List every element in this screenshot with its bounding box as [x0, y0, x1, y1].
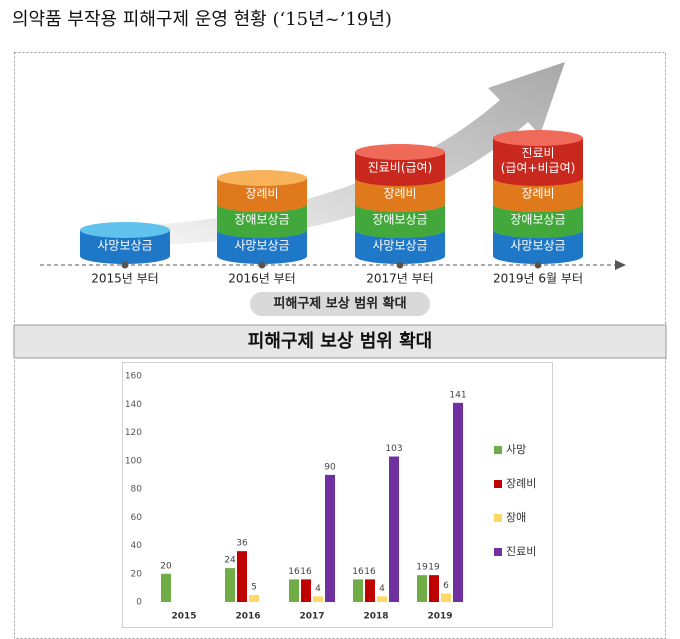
timeline-dot [121, 261, 129, 269]
timeline-label: 2019년 6월 부터 [493, 272, 583, 286]
data-label: 90 [324, 462, 336, 472]
layer-label: 장례비 [245, 187, 278, 201]
x-tick-label: 2015 [171, 612, 196, 622]
legend-label: 사망 [506, 443, 526, 456]
bar [365, 579, 375, 602]
timeline-label: 2015년 부터 [91, 272, 158, 286]
x-tick-label: 2018 [363, 612, 388, 622]
layer-label: 장애보상금 [510, 213, 565, 227]
bar [301, 579, 311, 602]
layer-label: (급여+비급여) [501, 161, 576, 175]
data-label: 24 [224, 556, 236, 566]
bar [313, 596, 323, 602]
y-tick-label: 20 [131, 569, 143, 579]
caption-pill [250, 292, 430, 316]
timeline-label: 2017년 부터 [366, 272, 433, 286]
data-label: 16 [288, 567, 300, 577]
data-label: 103 [385, 444, 402, 454]
section-title: 피해구제 보상 범위 확대 [248, 331, 432, 352]
bar [389, 456, 399, 602]
timeline-label: 2016년 부터 [228, 272, 295, 286]
page-title: 의약품 부작용 피해구제 운영 현황 (‘15년~’19년) [12, 9, 392, 30]
data-label: 6 [443, 581, 449, 591]
y-tick-label: 60 [131, 513, 143, 523]
layer-label: 사망보상금 [234, 239, 289, 253]
cylinder-top [355, 144, 445, 160]
y-tick-label: 0 [136, 598, 142, 608]
bar [353, 579, 363, 602]
x-tick-label: 2017 [299, 612, 324, 622]
data-label: 19 [416, 563, 428, 573]
bar [325, 474, 335, 602]
y-tick-label: 80 [131, 485, 143, 495]
bar [289, 579, 299, 602]
x-tick-label: 2019 [427, 612, 452, 622]
y-tick-label: 100 [125, 456, 142, 466]
y-tick-label: 40 [131, 541, 143, 551]
data-label: 5 [251, 582, 257, 592]
bar [377, 596, 387, 602]
legend-swatch [494, 514, 502, 522]
cylinder-top [80, 222, 170, 238]
layer-label: 장례비 [383, 187, 416, 201]
layer-label: 장애보상금 [234, 213, 289, 227]
chart-frame [122, 362, 553, 628]
bar [225, 568, 235, 602]
bar [417, 575, 427, 602]
caption: 피해구제 보상 범위 확대 [273, 296, 406, 312]
bar [161, 573, 171, 602]
bar [453, 402, 463, 602]
section-header [13, 324, 667, 359]
data-label: 4 [315, 584, 321, 594]
bar [237, 551, 247, 602]
cylinder-top [217, 170, 307, 186]
timeline-dot [396, 261, 404, 269]
data-label: 4 [379, 584, 385, 594]
bar [429, 575, 439, 602]
legend-label: 장례비 [506, 477, 536, 490]
y-tick-label: 140 [125, 400, 142, 410]
layer-label: 사망보상금 [510, 239, 565, 253]
data-label: 141 [449, 390, 466, 400]
timeline-dot [258, 261, 266, 269]
data-label: 19 [428, 563, 440, 573]
y-tick-label: 160 [125, 372, 142, 382]
x-tick-label: 2016 [235, 612, 260, 622]
data-label: 16 [364, 567, 376, 577]
layer-label: 장례비 [521, 187, 554, 201]
legend-label: 장애 [506, 511, 526, 524]
legend-swatch [494, 480, 502, 488]
legend-label: 진료비 [506, 545, 536, 558]
legend-swatch [494, 446, 502, 454]
data-label: 20 [160, 561, 172, 571]
bar [249, 594, 259, 602]
layer-label: 진료비(급여) [368, 161, 433, 175]
data-label: 16 [300, 567, 312, 577]
bar [441, 593, 451, 602]
legend-swatch [494, 548, 502, 556]
layer-label: 사망보상금 [372, 239, 427, 253]
data-label: 36 [236, 539, 248, 549]
timeline-arrowhead [615, 260, 626, 270]
timeline-dot [534, 261, 542, 269]
layer-label: 진료비 [521, 146, 554, 160]
y-tick-label: 120 [125, 428, 142, 438]
data-label: 16 [352, 567, 364, 577]
cylinder-top [493, 130, 583, 146]
layer-label: 사망보상금 [97, 239, 152, 253]
layer-label: 장애보상금 [372, 213, 427, 227]
